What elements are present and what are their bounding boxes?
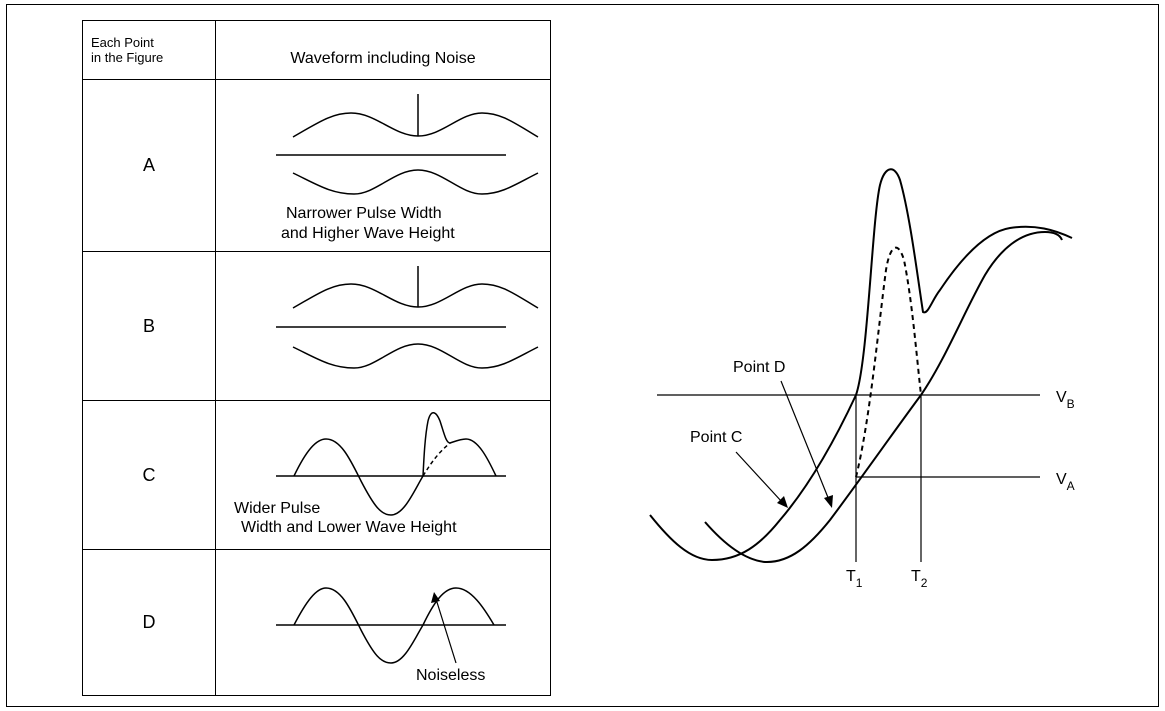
va-label: VA (1056, 471, 1075, 493)
t1-subscript: 1 (856, 576, 863, 590)
point-d-label: Point D (733, 359, 785, 376)
t2-label: T2 (911, 568, 928, 590)
waveform-a-lower (292, 169, 539, 195)
caption-a-line1: Narrower Pulse Width (286, 205, 442, 222)
header-waveform: Waveform including Noise (215, 20, 551, 80)
waveform-cell-b (215, 251, 551, 401)
point-d-arrow-shaft (780, 380, 830, 501)
point-c-arrowhead (777, 496, 788, 508)
waveform-c-dashed-original (422, 442, 451, 477)
table-row-d: D Noiseless (82, 549, 551, 696)
noiseless-arrowhead (431, 592, 440, 603)
row-label-b: B (82, 251, 216, 401)
point-d-arrowhead (824, 495, 833, 508)
t2-subscript: 2 (921, 576, 928, 590)
waveform-d-sine (293, 587, 495, 664)
table-row-b: B (82, 251, 551, 401)
point-c-label: Point C (690, 429, 742, 446)
waveform-a-svg (276, 94, 539, 195)
caption-d-noiseless: Noiseless (416, 667, 486, 684)
noise-waveform-table: Each Point in the Figure Waveform includ… (82, 20, 551, 696)
waveform-d-svg (276, 587, 506, 664)
noiseless-arrow-shaft (435, 598, 457, 664)
table-row-c: C Wider Pulse Width and Lower Wave Heigh… (82, 400, 551, 550)
row-label-c: C (82, 400, 216, 550)
waveform-c-sine (293, 438, 424, 516)
vb-subscript: B (1067, 397, 1075, 411)
t1-label: T1 (846, 568, 863, 590)
curve-dashed-lower-pulse (855, 246, 922, 478)
curve-c-with-pulse (649, 168, 1073, 562)
table-header-row: Each Point in the Figure Waveform includ… (82, 20, 551, 80)
caption-a-line2: and Higher Wave Height (281, 225, 455, 242)
header-each-point: Each Point in the Figure (82, 20, 216, 80)
waveform-b-lower (292, 343, 539, 369)
caption-c-line1: Wider Pulse (234, 500, 321, 517)
caption-c-line2: Width and Lower Wave Height (241, 519, 457, 536)
vb-label: VB (1056, 389, 1075, 411)
header-each-point-line2: in the Figure (91, 50, 164, 65)
header-each-point-line1: Each Point (91, 35, 154, 50)
waveform-b-svg (276, 266, 539, 369)
waveform-cell-c: Wider Pulse Width and Lower Wave Height (215, 400, 551, 550)
va-subscript: A (1067, 479, 1075, 493)
row-label-a: A (82, 79, 216, 252)
table-row-a: A Narrower Pulse Width and Higher Wave H… (82, 79, 551, 252)
point-c-arrow-shaft (735, 451, 783, 503)
curve-d-noiseless (704, 230, 1063, 564)
waveform-c-noise-pulse (422, 412, 497, 477)
waveform-c-svg (276, 412, 506, 516)
waveform-cell-a: Narrower Pulse Width and Higher Wave Hei… (215, 79, 551, 252)
waveform-cell-d: Noiseless (215, 549, 551, 696)
figure-frame (6, 4, 1159, 707)
row-label-d: D (82, 549, 216, 696)
